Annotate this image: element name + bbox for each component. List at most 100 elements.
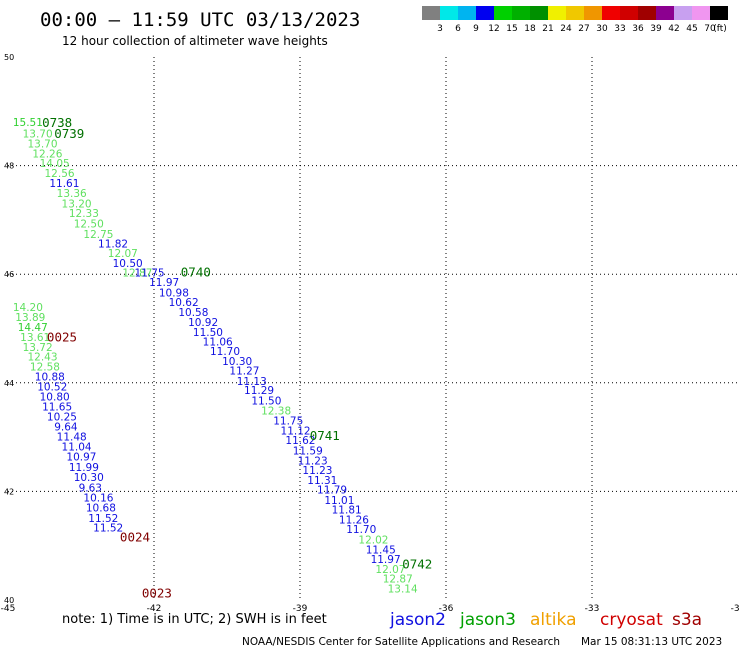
scale-label: 45 xyxy=(686,24,697,34)
y-tick-label: 44 xyxy=(4,379,14,388)
wave-height-label: 14.47 xyxy=(18,322,48,334)
legend-jason3: jason3 xyxy=(459,610,516,630)
wave-height-label: 11.45 xyxy=(366,544,396,556)
wave-height-label: 10.80 xyxy=(40,392,70,404)
y-tick-label: 42 xyxy=(4,487,14,496)
wave-height-label: 12.38 xyxy=(261,405,291,417)
x-tick-label: -33 xyxy=(585,604,600,614)
wave-height-label: 11.01 xyxy=(324,495,354,507)
wave-height-label: 11.75 xyxy=(135,267,165,279)
legend-cryosat: cryosat xyxy=(600,610,663,630)
wave-height-label: 11.27 xyxy=(229,366,259,378)
scale-swatch xyxy=(602,6,620,20)
wave-height-label: 11.04 xyxy=(62,442,92,454)
wave-height-label: 12.87 xyxy=(122,267,152,279)
y-tick-label: 50 xyxy=(4,53,14,62)
scale-swatch xyxy=(710,6,728,20)
wave-height-label: 11.61 xyxy=(49,178,79,190)
wave-height-label: 11.59 xyxy=(293,445,323,457)
wave-height-label: 11.48 xyxy=(57,431,87,443)
scale-swatch xyxy=(476,6,494,20)
scale-label: 9 xyxy=(473,24,479,34)
wave-height-label: 10.92 xyxy=(188,317,218,329)
track-time-label: 0741 xyxy=(310,428,340,443)
wave-height-label: 12.43 xyxy=(27,352,57,364)
wave-height-label: 11.23 xyxy=(298,455,328,467)
wave-height-label: 10.58 xyxy=(178,307,208,319)
wave-height-label: 11.75 xyxy=(273,416,303,428)
axis-ticks: -45 -42 -39 -36 -33 -30 40 42 44 46 48 50 xyxy=(1,53,740,614)
wave-height-label: 12.87 xyxy=(383,574,413,586)
scale-swatch xyxy=(422,6,440,20)
footer-note: note: 1) Time is in UTC; 2) SWH is in fe… xyxy=(62,612,327,627)
scale-label: 3 xyxy=(437,24,443,34)
wave-height-label: 12.56 xyxy=(45,168,75,180)
wave-height-label: 12.33 xyxy=(69,208,99,220)
scale-label: 24 xyxy=(560,24,572,34)
wave-height-label: 11.31 xyxy=(307,475,337,487)
track-time-label: 0025 xyxy=(47,330,77,345)
wave-height-label: 11.97 xyxy=(371,554,401,566)
wave-height-label: 13.89 xyxy=(15,312,45,324)
scale-swatch xyxy=(512,6,530,20)
wave-height-label: 10.50 xyxy=(113,258,143,270)
scale-swatch xyxy=(620,6,638,20)
x-tick-label: -42 xyxy=(147,604,162,614)
scale-label: 18 xyxy=(524,24,536,34)
wave-height-label: 12.02 xyxy=(358,535,388,547)
wave-height-label: 12.07 xyxy=(108,248,138,260)
scale-label: 21 xyxy=(542,24,553,34)
track-time-label: 0739 xyxy=(54,126,84,141)
scale-label: 6 xyxy=(455,24,461,34)
color-scale-legend: 3 6 9 12 15 18 21 24 27 30 33 36 39 42 45 70(ft) xyxy=(422,6,728,34)
wave-height-label: 11.50 xyxy=(193,327,223,339)
satellite-legend: jason2 jason3 altika cryosat s3a xyxy=(389,610,702,630)
scale-swatch xyxy=(656,6,674,20)
wave-height-label: 11.13 xyxy=(237,376,267,388)
wave-height-label: 12.58 xyxy=(30,361,60,373)
wave-height-label: 10.30 xyxy=(74,472,104,484)
wave-height-label: 14.05 xyxy=(40,158,70,170)
scale-swatch xyxy=(638,6,656,20)
scale-label: 30 xyxy=(596,24,608,34)
chart-grid xyxy=(8,57,738,600)
wave-height-label: 10.98 xyxy=(159,287,189,299)
scale-swatch xyxy=(440,6,458,20)
wave-height-label: 12.07 xyxy=(375,564,405,576)
track-time-label: 0740 xyxy=(181,264,211,279)
scale-swatch xyxy=(494,6,512,20)
scale-swatch xyxy=(566,6,584,20)
wave-height-label: 10.68 xyxy=(86,502,116,514)
wave-height-label: 10.16 xyxy=(83,493,113,505)
chart-title: 00:00 — 11:59 UTC 03/13/2023 xyxy=(40,9,360,31)
wave-height-label: 10.30 xyxy=(222,356,252,368)
scale-label: 12 xyxy=(488,24,499,34)
wave-height-label: 13.36 xyxy=(57,188,87,200)
scale-swatch xyxy=(584,6,602,20)
y-tick-label: 46 xyxy=(4,270,14,279)
wave-height-label: 11.52 xyxy=(93,523,123,535)
x-tick-label: -36 xyxy=(439,604,454,614)
x-tick-label: -45 xyxy=(1,604,16,614)
wave-height-label: 11.82 xyxy=(98,239,128,251)
wave-height-label: 12.75 xyxy=(83,229,113,241)
wave-height-label: 11.50 xyxy=(251,396,281,408)
wave-height-label: 15.51 xyxy=(13,117,43,129)
scale-unit: (ft) xyxy=(713,24,727,34)
wave-height-label: 9.64 xyxy=(54,422,78,434)
wave-height-label: 13.70 xyxy=(23,128,53,140)
scale-swatch xyxy=(458,6,476,20)
scale-swatch xyxy=(674,6,692,20)
footer-timestamp: Mar 15 08:31:13 UTC 2023 xyxy=(581,636,722,648)
wave-height-label: 13.72 xyxy=(23,342,53,354)
wave-height-label: 11.26 xyxy=(339,514,369,526)
scale-label: 15 xyxy=(506,24,517,34)
footer-credit: NOAA/NESDIS Center for Satellite Applica… xyxy=(242,636,560,648)
scale-swatch xyxy=(530,6,548,20)
scale-label: 33 xyxy=(614,24,625,34)
wave-height-label: 11.97 xyxy=(149,277,179,289)
wave-height-label: 11.12 xyxy=(281,425,311,437)
wave-height-label: 10.52 xyxy=(37,381,67,393)
scale-label: 70 xyxy=(704,24,716,34)
